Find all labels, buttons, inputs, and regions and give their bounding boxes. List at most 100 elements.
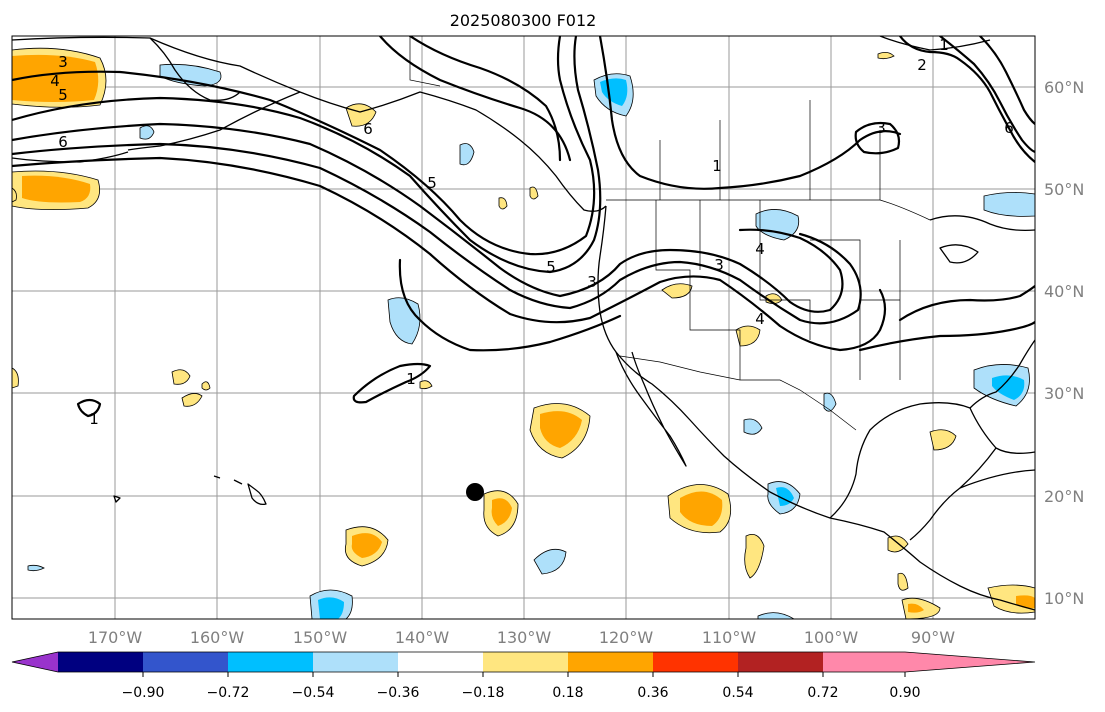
- contour-label: 1: [939, 36, 949, 54]
- positive-anomaly-small-11: [877, 52, 895, 60]
- lat-label: 50°N: [1044, 180, 1084, 199]
- contour-label: 3: [714, 256, 724, 274]
- positive-anomaly-west-edge: [12, 367, 19, 389]
- negative-anomaly-texas: [823, 392, 837, 412]
- positive-anomaly-pacific-2: [181, 393, 203, 407]
- longitude-labels: 170°W 160°W 150°W 140°W 130°W 120°W 110°…: [88, 628, 955, 647]
- contour-label: 1: [89, 410, 99, 428]
- lon-label: 150°W: [293, 628, 348, 647]
- lon-label: 160°W: [190, 628, 245, 647]
- contour-label: 4: [755, 310, 765, 328]
- positive-anomaly-south-pacific-1-core: [351, 533, 382, 558]
- graticule: [12, 36, 1035, 619]
- map-frame: [11, 35, 1036, 620]
- alaska-peninsula: [127, 91, 301, 151]
- latitude-labels: 60°N 50°N 40°N 30°N 20°N 10°N: [1044, 78, 1084, 608]
- lon-label: 120°W: [599, 628, 654, 647]
- contour-3: [12, 122, 844, 313]
- contour-label: 1: [712, 157, 722, 175]
- contour-17: [858, 320, 1035, 352]
- negative-anomaly-montana: [755, 209, 800, 241]
- contour-16: [898, 284, 1035, 322]
- lon-label: 100°W: [804, 628, 859, 647]
- negative-anomaly-ontario: [983, 192, 1035, 217]
- contour-5: [12, 156, 887, 352]
- contour-label: 6: [363, 120, 373, 138]
- contour-6: [598, 36, 902, 190]
- florida-coast: [969, 339, 1035, 409]
- contour-label: 5: [58, 86, 68, 104]
- state-lines-west: [655, 200, 901, 380]
- contour-label: 2: [917, 56, 927, 74]
- contour-14: [978, 36, 1035, 126]
- colorbar-segment: [568, 652, 653, 672]
- cuba: [959, 469, 1035, 489]
- colorbar-ticks: [142, 672, 906, 677]
- contour-7: [378, 36, 572, 162]
- negative-anomaly-south-pacific-1: [533, 548, 567, 575]
- contour-label: 6: [58, 133, 68, 151]
- positive-anomaly-mexico-offshore-core: [680, 491, 723, 526]
- lon-label: 130°W: [497, 628, 552, 647]
- colorbar-tick-label: −0.18: [462, 685, 505, 701]
- positive-anomaly-eastern-pacific-1-core: [491, 498, 512, 526]
- positive-anomaly-small-8: [897, 572, 909, 591]
- colorbar-segment: [823, 652, 905, 672]
- colorbar-extend-low: [12, 652, 58, 672]
- negative-anomaly-southeast-core: [992, 375, 1025, 400]
- contour-label: 5: [427, 174, 437, 192]
- hawaii-islands: [213, 475, 267, 506]
- colorbar-tick-label: 0.72: [807, 685, 838, 701]
- positive-anomaly-small-6: [744, 533, 765, 579]
- contour-label: 4: [50, 72, 60, 90]
- negative-anomaly-small-10: [757, 612, 795, 619]
- contour-lines: [12, 36, 1035, 418]
- colorbar-segment: [228, 652, 313, 672]
- contour-11: [76, 398, 102, 418]
- pacific-northwest-coast: [597, 205, 1035, 611]
- lon-label: 110°W: [702, 628, 757, 647]
- positive-anomaly-pacific-1: [171, 369, 191, 385]
- colorbar-segment: [738, 652, 823, 672]
- alaska-canada-border: [409, 36, 441, 87]
- island-small-1: [113, 495, 121, 503]
- colorbar-extend-high: [905, 652, 1035, 672]
- map-title: 2025080300 F012: [450, 11, 597, 30]
- contour-label: 5: [546, 258, 556, 276]
- contour-label-group: 3 4 5 6 5 1 3 4 5 3 4 1 1 1 3 2 6 6: [50, 36, 1014, 428]
- positive-anomaly-west-core: [22, 175, 91, 203]
- positive-anomaly-central-america-core: [908, 603, 924, 613]
- colorbar: −0.90 −0.72 −0.54 −0.36 −0.18 0.18 0.36 …: [11, 651, 1036, 701]
- colorbar-tick-label: 0.18: [552, 685, 583, 701]
- colorbar-outline: [11, 651, 1036, 673]
- positive-anomaly-small-12: [12, 187, 17, 203]
- contour-9: [398, 258, 622, 352]
- colorbar-segment: [483, 652, 568, 672]
- positive-anomaly-sw-2: [735, 325, 761, 347]
- contour-label: 3: [58, 53, 68, 71]
- shaded-anomalies: [12, 47, 1035, 619]
- lon-label: 170°W: [88, 628, 143, 647]
- map-area: 3 4 5 6 5 1 3 4 5 3 4 1 1 1 3 2 6 6: [12, 36, 1035, 619]
- alaska-coast: [12, 36, 607, 212]
- hudson-bay: [879, 36, 991, 51]
- colorbar-tick-label: 0.36: [637, 685, 668, 701]
- colorbar-tick-label: 0.90: [889, 685, 920, 701]
- colorbar-segment: [653, 652, 738, 672]
- colorbar-tick-label: −0.72: [207, 685, 250, 701]
- contour-8: [408, 36, 562, 162]
- negative-anomaly-south-pacific-2-core: [318, 597, 344, 619]
- canada-provinces: [659, 100, 881, 200]
- positive-anomaly-nw-core: [12, 54, 99, 102]
- positive-anomaly-gulf: [929, 429, 957, 451]
- contour-4: [12, 142, 862, 325]
- negative-anomaly-small-2: [459, 143, 475, 166]
- lat-label: 20°N: [1044, 487, 1084, 506]
- contour-13: [938, 36, 1035, 154]
- contour-1: [12, 36, 596, 256]
- positive-anomaly-pacific-3: [201, 381, 211, 391]
- great-lakes: [929, 215, 1035, 264]
- contour-label: 3: [587, 273, 597, 291]
- contour-label: 1: [406, 370, 416, 388]
